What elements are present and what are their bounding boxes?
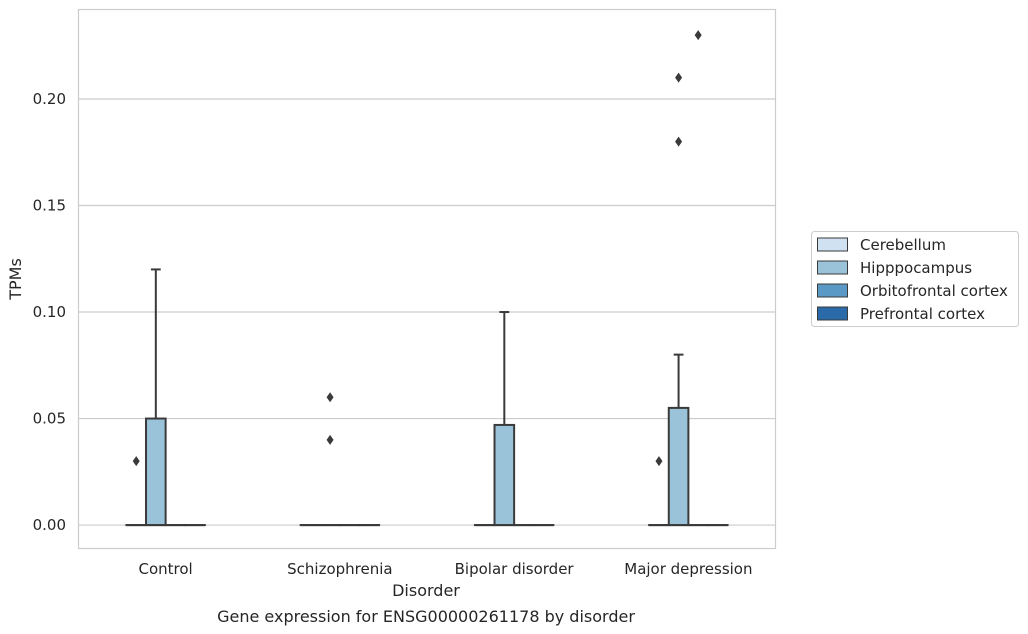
y-tick-label: 0.15 [33, 197, 66, 215]
legend-label: Prefrontal cortex [860, 305, 985, 323]
box-hipppocampus [667, 406, 690, 527]
x-tick-label: Control [139, 560, 193, 578]
y-tick-labels: 0.00 0.05 0.10 0.15 0.20 [33, 90, 66, 534]
y-tick-label: 0.20 [33, 90, 66, 108]
x-axis-label: Disorder [392, 581, 460, 600]
legend-swatch [817, 306, 848, 321]
outlier-point [655, 456, 663, 467]
outlier-point [675, 136, 683, 147]
y-axis-label: TPMs [6, 258, 25, 301]
legend-label: Cerebellum [860, 236, 946, 254]
legend-frame [811, 231, 1019, 327]
legend-swatch [817, 260, 848, 275]
chart-caption: Gene expression for ENSG00000261178 by d… [217, 607, 635, 626]
outlier-point [326, 392, 334, 403]
legend-label: Hipppocampus [860, 259, 972, 277]
legend: Cerebellum Hipppocampus Orbitofrontal cort… [811, 231, 1019, 327]
x-tick-labels: Control Schizophrenia Bipolar disorder Majo… [139, 560, 753, 578]
y-tick-label: 0.00 [33, 516, 66, 534]
outlier-point [326, 434, 334, 445]
legend-swatch [817, 283, 848, 298]
y-tick-label: 0.10 [33, 303, 66, 321]
plot-area-frame [77, 8, 777, 550]
box-hipppocampus [145, 417, 167, 527]
legend-label: Orbitofrontal cortex [860, 282, 1008, 300]
y-tick-label: 0.05 [33, 410, 66, 428]
box-series [125, 30, 729, 527]
x-tick-label: Bipolar disorder [455, 560, 575, 578]
box-hipppocampus [493, 423, 516, 527]
outlier-point [675, 72, 683, 83]
outlier-point [694, 30, 702, 41]
outlier-point [132, 456, 140, 467]
x-tick-label: Schizophrenia [287, 560, 392, 578]
legend-swatch [817, 237, 848, 252]
x-tick-label: Major depression [624, 560, 752, 578]
